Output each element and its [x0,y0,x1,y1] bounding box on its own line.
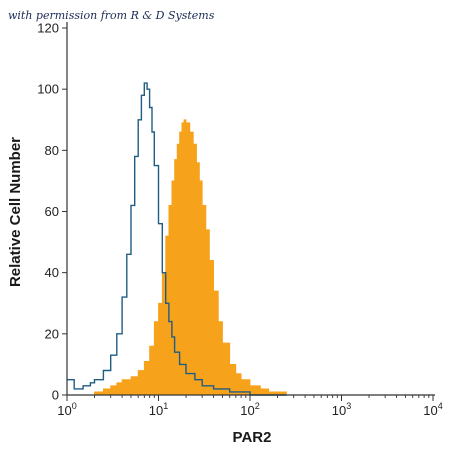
y-tick-label: 0 [52,388,59,403]
x-tick-label: 102 [240,401,259,418]
x-tick-label: 103 [332,401,351,418]
y-tick-label: 120 [37,21,59,36]
x-tick-label: 104 [423,401,442,418]
y-tick-label: 80 [45,143,59,158]
y-tick-label: 40 [45,265,59,280]
y-axis-title: Relative Cell Number [7,137,24,287]
x-tick-label: 100 [57,401,76,418]
y-tick-label: 60 [45,204,59,219]
control-histogram [67,82,287,396]
watermark-text: with permission from R & D Systems [8,9,215,22]
x-tick-label: 101 [149,401,168,418]
y-tick-label: 100 [37,82,59,97]
stained-histogram [85,119,287,396]
x-axis-title: PAR2 [233,429,272,446]
y-tick-label: 20 [45,326,59,341]
